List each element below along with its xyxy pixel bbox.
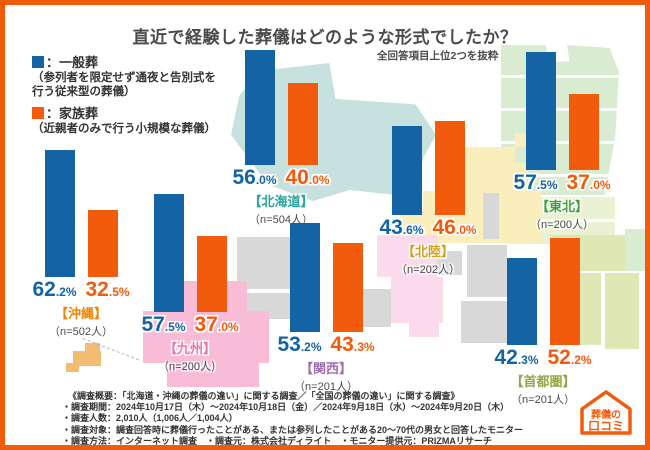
bar-general-funeral bbox=[506, 258, 537, 345]
region-group-okinawa: 62.2% 32.5% 【沖縄】 （n=502人） bbox=[21, 147, 141, 339]
sample-size: （n=200人） bbox=[530, 219, 594, 231]
percent-labels: 57.5% 37.0% bbox=[513, 171, 611, 194]
sample-size: （n=200人） bbox=[158, 361, 222, 373]
region-name: 【沖縄】 bbox=[54, 306, 107, 321]
legend-desc-general: （参列者を限定せず通夜と告別式を 行う従来型の葬儀） bbox=[32, 72, 216, 98]
map-region-chubu-shape bbox=[483, 193, 499, 239]
logo-text-line2: 口コミ bbox=[588, 419, 624, 433]
chart-legend: ：一般葬 （参列者を限定せず通夜と告別式を 行う従来型の葬儀） ：家族葬 （近親… bbox=[32, 51, 216, 136]
region-name: 【関西】 bbox=[299, 361, 352, 376]
region-name: 【九州】 bbox=[163, 341, 216, 356]
map-region-kanto-shape bbox=[605, 273, 639, 349]
region-name: 【北海道】 bbox=[248, 194, 314, 209]
bar-pair bbox=[221, 35, 341, 165]
logo-text-line1: 葬儀の bbox=[591, 408, 621, 421]
survey-line: ・調査人数：2,010人（1,006人／1,004人） bbox=[62, 413, 238, 424]
legend-swatch-blue bbox=[32, 55, 44, 68]
bar-general-funeral bbox=[525, 52, 556, 170]
region-name: 【東北】 bbox=[535, 199, 588, 214]
bar-family-funeral bbox=[549, 238, 580, 345]
percent-labels: 42.3% 52.2% bbox=[494, 346, 592, 369]
map-region-okinawa-shape bbox=[66, 363, 79, 372]
percent-labels: 57.5% 37.0% bbox=[141, 313, 239, 336]
map-region-kyushu-shape bbox=[143, 311, 269, 363]
sample-size: （n=201人） bbox=[511, 394, 575, 406]
region-name: 【首都圏】 bbox=[510, 374, 576, 389]
legend-swatch-orange bbox=[32, 106, 44, 119]
bar-pair bbox=[502, 40, 622, 170]
bar-family-funeral bbox=[568, 94, 599, 170]
region-group-kansai: 53.2% 43.3% 【関西】 （n=201人） bbox=[266, 202, 386, 394]
map-region-hokuriku-shape bbox=[485, 163, 527, 197]
map-region-okinawa-shape bbox=[73, 351, 101, 366]
bar-family-funeral bbox=[196, 236, 227, 312]
region-group-shutoken: 42.3% 52.2% 【首都圏】 （n=201人） bbox=[483, 215, 603, 407]
map-region-kyushu-shape bbox=[167, 361, 259, 387]
page-title: 直近で経験した葬儀はどのような形式でしたか？ bbox=[132, 28, 518, 47]
map-region-kansai-shape bbox=[391, 277, 443, 323]
bar-pair bbox=[266, 202, 386, 332]
bar-family-funeral bbox=[434, 120, 465, 215]
bar-pair bbox=[368, 85, 488, 215]
legend-item-general: ：一般葬 bbox=[32, 52, 216, 71]
bar-pair bbox=[483, 215, 603, 345]
bar-general-funeral bbox=[153, 194, 184, 312]
percent-labels: 43.6% 46.0% bbox=[379, 216, 477, 239]
legend-label-general: ：一般葬 bbox=[46, 55, 99, 70]
region-group-hokuriku: 43.6% 46.0% 【北陸】 （n=202人） bbox=[368, 85, 488, 277]
bar-pair bbox=[130, 182, 250, 312]
survey-line: ・調査期間：2024年10月17日（木）〜2024年10月18日（金）／2024… bbox=[62, 402, 510, 413]
bar-general-funeral bbox=[289, 222, 320, 332]
map-region-kansai-shape bbox=[377, 235, 437, 277]
bar-general-funeral bbox=[44, 149, 75, 277]
bar-family-funeral bbox=[332, 243, 363, 332]
map-region-okinawa-shape bbox=[85, 343, 100, 353]
survey-overview: 《調査概要：「北海道・沖縄の葬儀の違い」に関する調査／「全国の葬儀の違い」に関す… bbox=[62, 391, 524, 446]
chart-subtitle: 全回答項目上位2つを抜粋 bbox=[377, 50, 499, 62]
footer-logo: 葬儀の 口コミ bbox=[575, 388, 637, 443]
map-region-kansai-shape bbox=[409, 323, 439, 337]
bar-family-funeral bbox=[87, 210, 118, 277]
bar-family-funeral bbox=[287, 83, 318, 165]
region-name: 【北陸】 bbox=[401, 244, 454, 259]
region-group-tohoku: 57.5% 37.0% 【東北】 （n=200人） bbox=[502, 40, 622, 232]
bar-pair bbox=[21, 147, 141, 277]
legend-desc-family: （近親者のみで行う小規模な葬儀） bbox=[32, 123, 216, 135]
percent-labels: 56.0% 40.0% bbox=[232, 166, 330, 189]
house-logo-icon: 葬儀の 口コミ bbox=[580, 390, 632, 435]
sample-size: （n=201人） bbox=[294, 381, 358, 393]
sample-size: （n=202人） bbox=[396, 264, 460, 276]
map-region-kanto-shape bbox=[577, 273, 601, 345]
bar-general-funeral bbox=[244, 50, 275, 165]
region-group-hokkaido: 56.0% 40.0% 【北海道】 （n=504人） bbox=[221, 35, 341, 227]
survey-line: 《調査概要：「北海道・沖縄の葬儀の違い」に関する調査／「全国の葬儀の違い」に関す… bbox=[68, 391, 460, 401]
region-group-kyushu: 57.5% 37.0% 【九州】 （n=200人） bbox=[130, 182, 250, 374]
map-region-chubu-shape bbox=[467, 245, 507, 297]
legend-label-family: ：家族葬 bbox=[46, 106, 99, 121]
survey-line: ・調査対象：調査回答時に葬儀行ったことがある、または参列したことがある20〜70… bbox=[62, 424, 524, 435]
percent-labels: 53.2% 43.3% bbox=[277, 333, 375, 356]
bar-general-funeral bbox=[391, 125, 422, 215]
map-region-kanto-shape bbox=[625, 229, 645, 271]
sample-size: （n=502人） bbox=[49, 326, 113, 338]
legend-item-family: ：家族葬 bbox=[32, 103, 216, 122]
percent-labels: 62.2% 32.5% bbox=[32, 278, 130, 301]
survey-line: ・調査方法：インターネット調査 ・調査元：株式会社ディライト ・モニター提供元：… bbox=[62, 435, 492, 446]
